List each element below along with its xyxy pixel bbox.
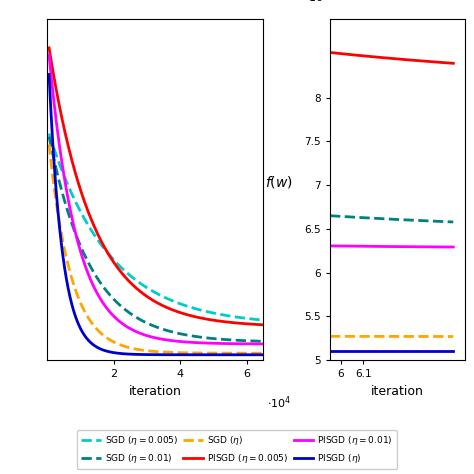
X-axis label: iteration: iteration xyxy=(371,385,424,398)
Legend: SGD ($\eta = 0.005$), SGD ($\eta = 0.01$), SGD ($\eta$), PISGD ($\eta = 0.005$),: SGD ($\eta = 0.005$), SGD ($\eta = 0.01$… xyxy=(77,430,397,469)
Text: $\cdot10^{-2}$: $\cdot10^{-2}$ xyxy=(305,0,336,5)
Text: $\cdot10^{4}$: $\cdot10^{4}$ xyxy=(267,394,292,411)
Y-axis label: $f(w)$: $f(w)$ xyxy=(265,173,293,190)
X-axis label: iteration: iteration xyxy=(129,385,182,398)
